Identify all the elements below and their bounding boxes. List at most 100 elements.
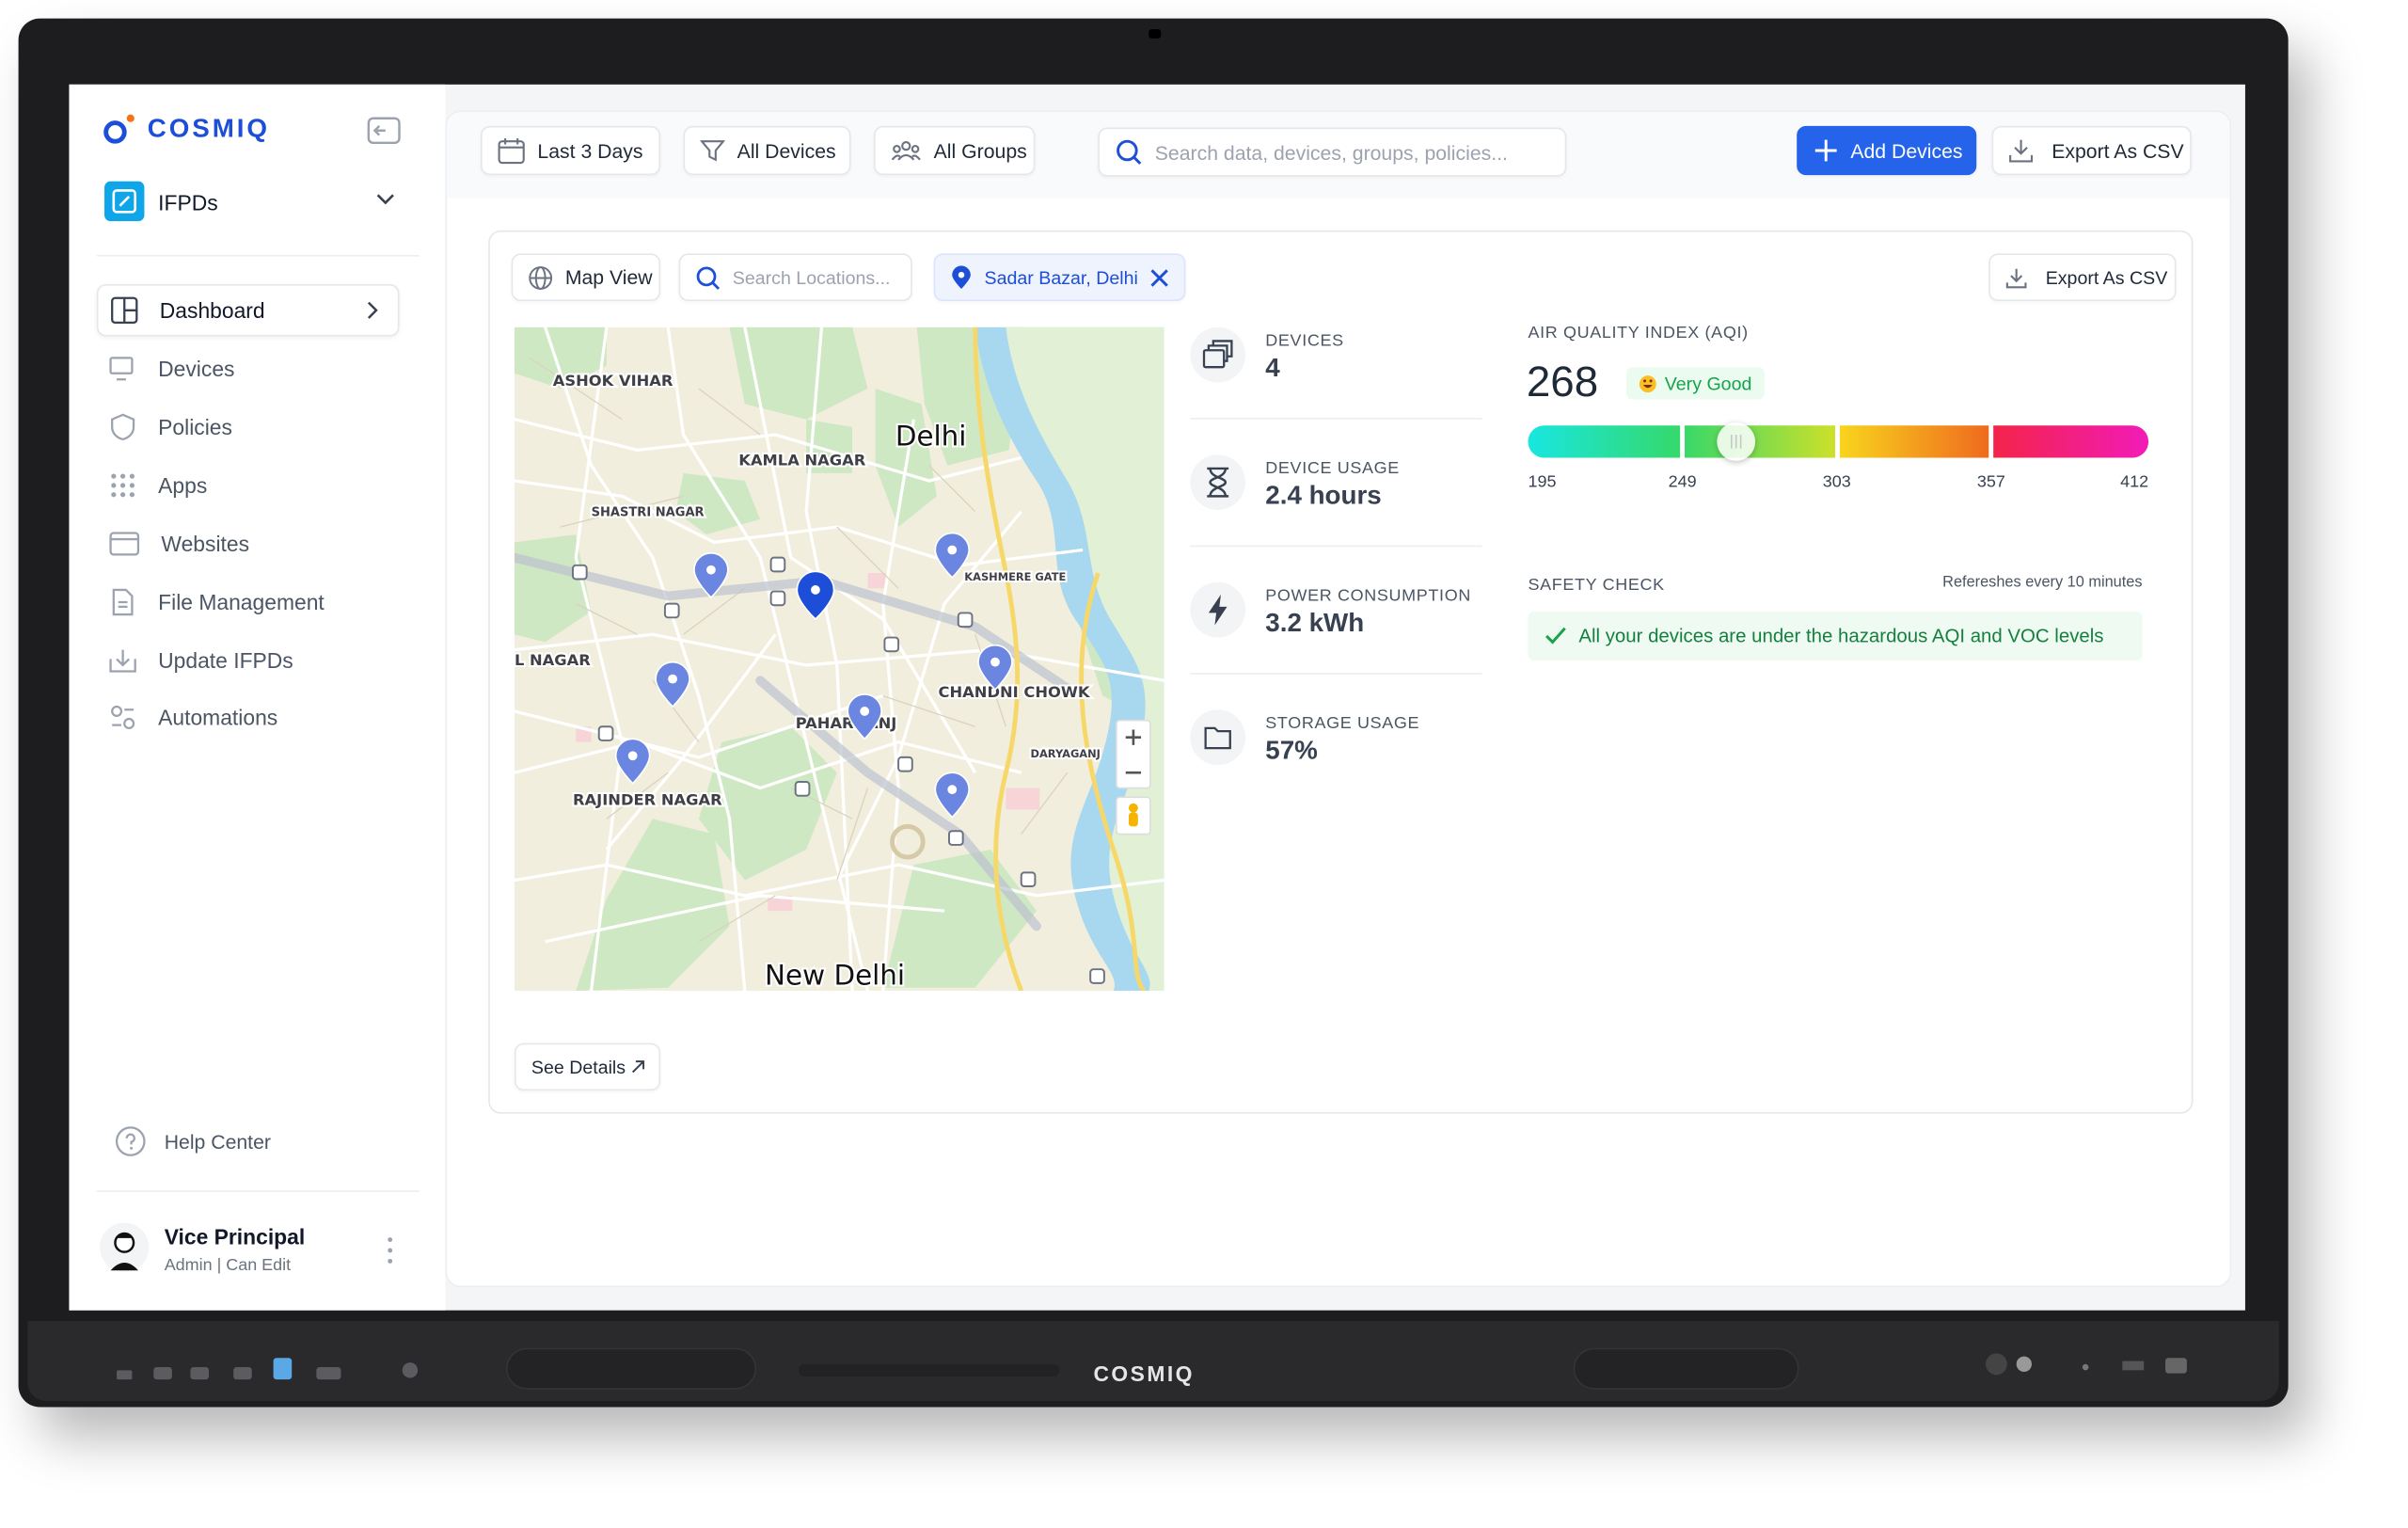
nav-item[interactable]: Update IFPDs [97, 634, 400, 687]
map-label: PAHARGANJ [796, 714, 897, 732]
device-pin[interactable] [614, 738, 651, 785]
nav-icon [111, 296, 138, 324]
stat-value: 2.4 hours [1265, 481, 1382, 511]
stat-icon [1190, 709, 1246, 766]
safety-message: All your devices are under the hazardous… [1578, 625, 2104, 647]
map-label: L NAGAR [515, 651, 591, 669]
sidebar-divider [96, 255, 420, 257]
device-pin[interactable] [655, 661, 690, 708]
button-label: Export As CSV [2045, 266, 2168, 289]
map-label: SHASTRI NAGAR [592, 506, 705, 520]
nav-icon [112, 588, 134, 616]
location-search[interactable]: Search Locations... [678, 253, 912, 301]
date-range-button[interactable]: Last 3 Days [481, 125, 661, 176]
safety-message-box: All your devices are under the hazardous… [1528, 611, 2143, 661]
devices-filter-button[interactable]: All Devices [683, 125, 851, 176]
button-label: All Groups [933, 138, 1027, 163]
aqi-marker [1717, 422, 1756, 461]
nav-item[interactable]: Websites [97, 517, 400, 570]
user-name: Vice Principal [164, 1224, 306, 1249]
map-label: KAMLA NAGAR [738, 452, 865, 470]
aqi-scale-label: 249 [1668, 472, 1697, 492]
workspace-chevron[interactable] [374, 192, 396, 207]
device-pin[interactable] [934, 772, 971, 819]
download-icon [2005, 267, 2027, 288]
search-placeholder: Search data, devices, groups, policies..… [1154, 140, 1508, 164]
zoom-controls[interactable] [1116, 719, 1151, 836]
aqi-scale-label: 195 [1528, 472, 1557, 492]
map[interactable]: ASHOK VIHAR KAMLA NAGAR Delhi SHASTRI NA… [514, 326, 1164, 992]
button-label: Export As CSV [2052, 138, 2184, 163]
nav-label: Websites [161, 531, 250, 557]
nav-item-active[interactable]: Dashboard [96, 284, 400, 337]
map-label: KASHMERE GATE [964, 570, 1066, 583]
stat-label: DEVICES [1265, 331, 1344, 351]
stat-divider [1190, 673, 1482, 675]
filter-icon [700, 140, 725, 162]
nav-label: Policies [158, 414, 232, 439]
user-menu[interactable] [384, 1235, 396, 1266]
metro-stations [571, 556, 1105, 984]
nav-item[interactable]: Automations [97, 692, 400, 744]
groups-filter-button[interactable]: All Groups [873, 125, 1036, 176]
bezel-hardware [117, 1347, 2187, 1390]
help-center[interactable]: Help Center [164, 1130, 271, 1154]
nav-icon [109, 532, 140, 556]
user-role: Admin | Can Edit [164, 1256, 292, 1276]
aqi-segment [1839, 425, 1989, 458]
device-pins [614, 532, 1013, 819]
check-icon [1545, 627, 1566, 645]
plus-icon [1814, 139, 1837, 162]
device-pin[interactable] [934, 532, 971, 580]
button-label: Add Devices [1850, 138, 1963, 163]
map-view-button[interactable]: Map View [511, 253, 661, 301]
global-search[interactable]: Search data, devices, groups, policies..… [1098, 127, 1567, 177]
aqi-title: AIR QUALITY INDEX (AQI) [1528, 324, 1749, 343]
help-icon [115, 1126, 146, 1156]
aqi-value: 268 [1526, 358, 1599, 406]
stat-divider [1190, 418, 1482, 420]
marker-grip [1731, 435, 1743, 449]
device-pin[interactable] [977, 644, 1013, 692]
nav-label: Automations [158, 705, 278, 730]
calendar-icon [498, 137, 525, 165]
globe-icon [529, 265, 553, 290]
panel-export-button[interactable]: Export As CSV [1988, 253, 2177, 301]
nav-item[interactable]: Devices [97, 342, 400, 395]
nav-label: File Management [158, 589, 325, 615]
stat-value: 4 [1265, 353, 1280, 383]
nav-item[interactable]: Apps [97, 459, 400, 512]
stat-label: POWER CONSUMPTION [1265, 586, 1471, 606]
button-label: All Devices [737, 138, 836, 163]
nav-icon [109, 649, 136, 673]
map-label: Delhi [895, 420, 967, 452]
aqi-scale-label: 303 [1822, 472, 1851, 492]
add-devices-button[interactable]: Add Devices [1797, 125, 1977, 176]
export-csv-button[interactable]: Export As CSV [1991, 125, 2192, 176]
camera [1149, 29, 1162, 39]
see-details-button[interactable]: See Details [514, 1043, 661, 1091]
device-pin[interactable] [847, 693, 882, 740]
stat-value: 3.2 kWh [1265, 608, 1365, 638]
device-pin-selected[interactable] [796, 570, 835, 621]
emoji-icon [1639, 374, 1656, 392]
streets [514, 326, 1164, 992]
location-chip[interactable]: Sadar Bazar, Delhi [933, 253, 1186, 301]
nav-item[interactable]: Policies [97, 401, 400, 454]
aqi-scale-label: 412 [2120, 472, 2149, 492]
device-pin[interactable] [693, 551, 729, 599]
aqi-gauge [1528, 422, 2149, 461]
workspace-name[interactable]: IFPDs [158, 190, 218, 215]
logo-mark [103, 114, 135, 144]
map-label: CHANDNI CHOWK [939, 683, 1091, 701]
nav-icon [111, 473, 135, 498]
chip-remove[interactable] [1150, 268, 1169, 287]
collapse-button[interactable] [367, 117, 401, 145]
map-label: ASHOK VIHAR [553, 372, 673, 390]
aqi-status-badge: Very Good [1625, 367, 1765, 400]
sidebar-divider [96, 1190, 420, 1192]
aqi-scale-label: 357 [1976, 472, 2005, 492]
nav-item[interactable]: File Management [97, 576, 400, 629]
button-label: See Details [531, 1056, 626, 1078]
